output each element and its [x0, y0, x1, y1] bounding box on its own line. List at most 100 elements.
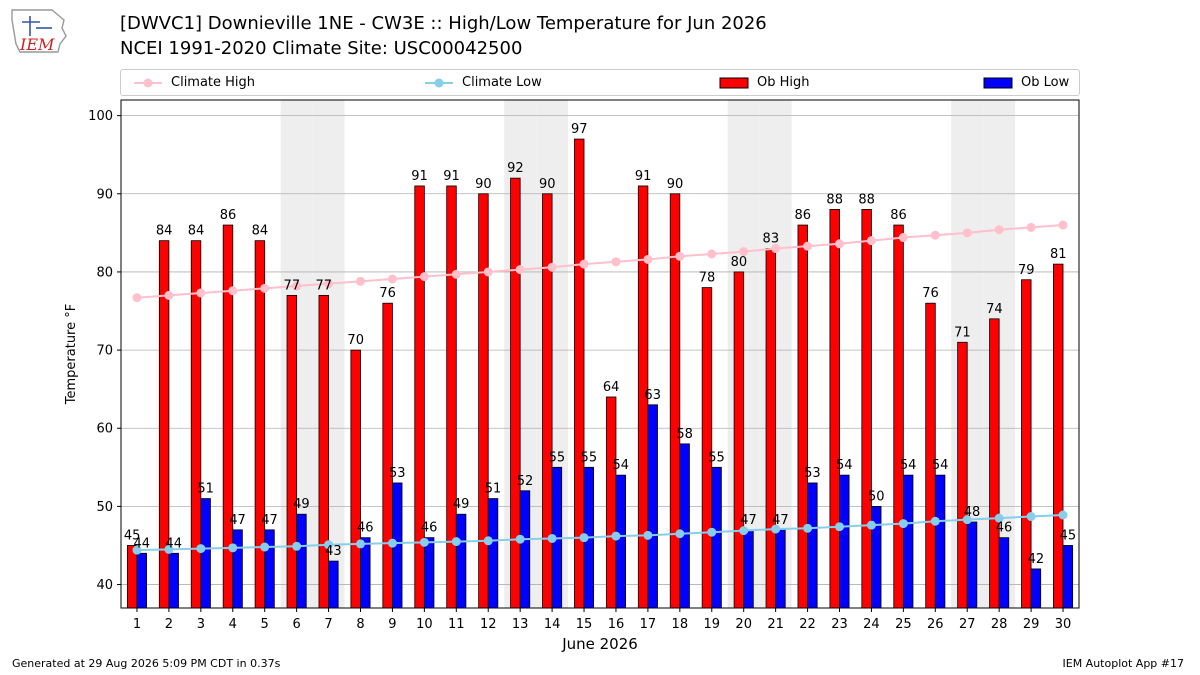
ob-high-bar	[701, 287, 713, 609]
ob-low-bar	[455, 513, 467, 609]
climate-high-point	[866, 236, 876, 246]
weekend-shade	[312, 100, 345, 608]
climate-low-point	[387, 538, 397, 548]
legend-item-climate-high: Climate High	[133, 70, 255, 95]
ob-high-value-label: 86	[794, 208, 811, 223]
climate-high-point	[387, 274, 397, 284]
x-tick-label: 17	[640, 617, 657, 632]
ob-high-bar	[350, 349, 361, 609]
ob-high-value-label: 86	[890, 208, 907, 223]
weekend-shade	[951, 100, 984, 608]
ob-high-bar	[893, 224, 904, 609]
ob-low-value-label: 47	[740, 513, 757, 528]
x-tick-label: 6	[292, 617, 300, 632]
climate-high-point	[1058, 220, 1068, 230]
climate-low-point	[866, 520, 876, 530]
ob-low-value-label: 44	[133, 536, 150, 551]
ob-high-bar	[158, 240, 170, 609]
legend-label-climate-high: Climate High	[171, 75, 256, 90]
x-axis-label: June 2026	[561, 635, 638, 653]
climate-low-point	[292, 541, 302, 551]
x-tick-label: 28	[991, 617, 1008, 632]
ob-high-value-label: 91	[411, 169, 428, 184]
ob-low-value-label: 54	[836, 458, 853, 473]
ob-high-value-label: 79	[1018, 263, 1035, 278]
ob-low-value-label: 63	[644, 388, 661, 403]
climate-high-line	[136, 224, 1064, 299]
y-tick-label: 60	[96, 422, 113, 437]
ob-low-bar	[647, 404, 658, 609]
ob-high-bar	[318, 294, 329, 609]
climate-low-point	[164, 544, 174, 554]
ob-low-value-label: 47	[229, 513, 246, 528]
ob-high-bar	[829, 209, 840, 609]
ob-low-value-label: 52	[517, 474, 534, 489]
ob-high-bar	[222, 224, 234, 609]
x-tick-label: 7	[324, 617, 332, 632]
ob-low-value-label: 44	[165, 536, 182, 551]
ob-high-value-label: 78	[699, 271, 716, 286]
legend-item-ob-high: Ob High	[719, 70, 810, 95]
ob-high-bar	[478, 193, 489, 609]
footer-app-text: IEM Autoplot App #17	[1062, 657, 1185, 670]
ob-high-bar	[861, 209, 872, 609]
ob-high-value-label: 80	[731, 255, 748, 270]
ob-low-bar	[966, 521, 978, 609]
ob-low-value-label: 54	[932, 458, 949, 473]
ob-high-value-label: 90	[475, 177, 492, 192]
x-tick-label: 14	[544, 617, 561, 632]
climate-low-point	[228, 543, 238, 553]
climate-high-point	[643, 254, 653, 264]
climate-low-point	[643, 530, 653, 540]
climate-high-point	[547, 262, 557, 272]
legend: Climate High Climate Low Ob High Ob Low	[120, 69, 1080, 96]
climate-high-point	[451, 269, 461, 279]
legend-label-ob-high: Ob High	[757, 75, 810, 90]
ob-low-bar	[679, 443, 690, 609]
ob-low-bar	[583, 466, 595, 609]
climate-low-point	[515, 534, 525, 544]
climate-low-point	[356, 539, 365, 549]
ob-high-bar	[542, 193, 553, 609]
weekend-shade	[759, 100, 792, 608]
climate-high-point	[898, 233, 908, 243]
weekend-shade	[280, 100, 313, 608]
climate-low-point	[994, 513, 1004, 523]
legend-label-climate-low: Climate Low	[462, 75, 542, 90]
ob-low-bar	[232, 529, 243, 609]
ob-low-bar	[743, 529, 754, 609]
climate-high-point	[324, 279, 334, 289]
ob-high-bar	[446, 185, 457, 609]
ob-high-value-label: 84	[156, 224, 173, 239]
climate-low-point	[483, 536, 493, 546]
x-tick-label: 13	[512, 617, 529, 632]
climate-high-point	[292, 281, 302, 291]
ob-high-bar	[957, 341, 968, 609]
x-tick-label: 15	[576, 617, 593, 632]
ob-low-bar	[487, 498, 499, 609]
climate-low-point	[1058, 510, 1068, 520]
ob-low-bar	[934, 474, 946, 609]
ob-high-bar	[989, 318, 1000, 609]
weekend-shade	[536, 100, 569, 608]
climate-high-point	[132, 293, 142, 303]
climate-low-point	[771, 524, 781, 534]
ob-low-value-label: 43	[325, 544, 342, 559]
ob-high-bar	[605, 396, 617, 609]
climate-high-point	[771, 243, 781, 253]
ob-high-value-label: 76	[922, 286, 939, 301]
climate-high-point	[196, 288, 206, 298]
weekend-shade	[983, 100, 1016, 608]
ob-high-value-label: 77	[284, 278, 301, 293]
legend-item-ob-low: Ob Low	[983, 70, 1069, 95]
climate-low-point	[1026, 512, 1036, 522]
ob-low-bar	[264, 529, 275, 609]
x-tick-label: 19	[703, 617, 720, 632]
ob-low-bar	[1030, 568, 1042, 609]
climate-high-point	[707, 249, 717, 259]
ob-high-value-label: 91	[443, 169, 460, 184]
climate-low-point	[707, 527, 717, 537]
climate-low-point	[611, 531, 621, 541]
ob-low-value-label: 51	[485, 482, 502, 497]
x-tick-label: 29	[1023, 617, 1040, 632]
